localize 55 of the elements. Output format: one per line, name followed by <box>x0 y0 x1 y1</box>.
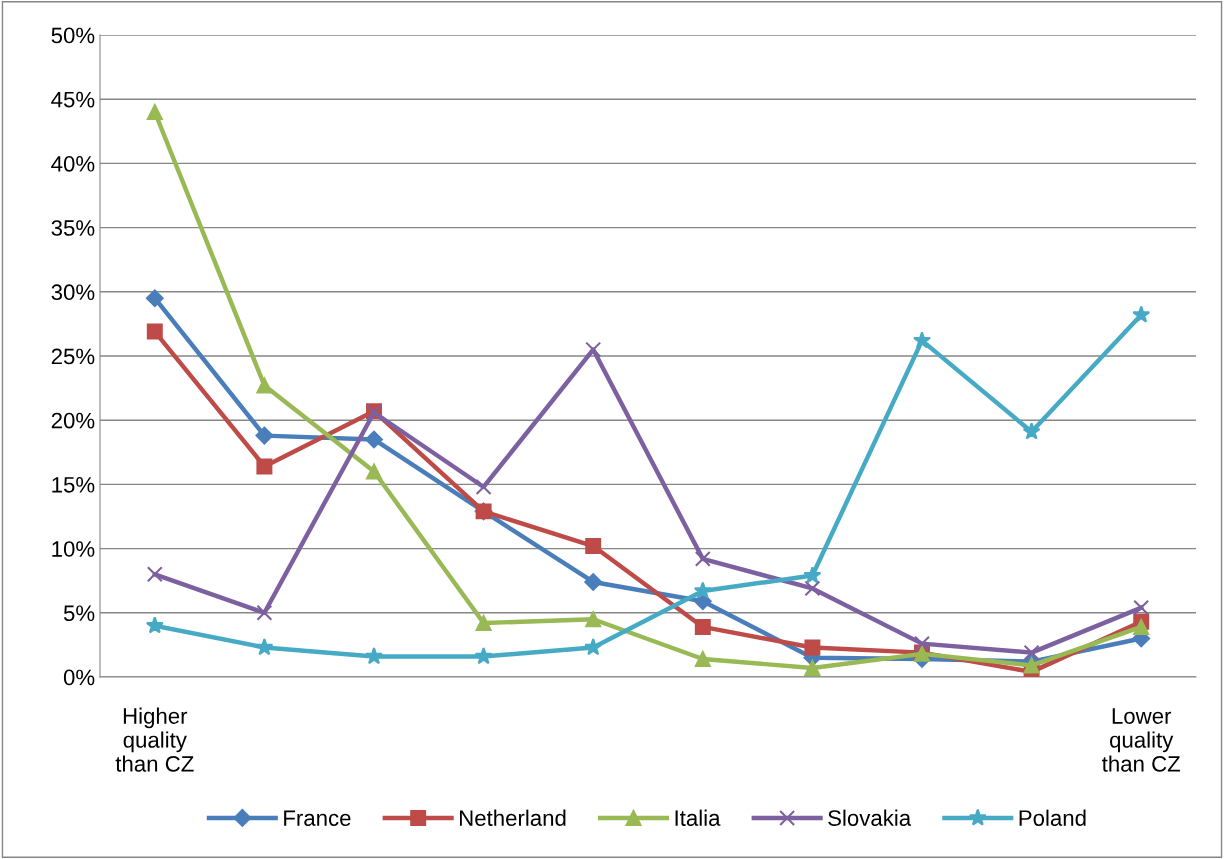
point <box>255 638 274 656</box>
point <box>914 635 930 652</box>
point <box>803 566 822 584</box>
legend-label: Italia <box>675 809 721 826</box>
point <box>146 104 163 121</box>
y-tick-label: 0% <box>63 669 95 686</box>
point <box>584 573 603 591</box>
point <box>694 550 711 567</box>
point <box>366 463 382 480</box>
point <box>475 478 492 495</box>
point <box>694 651 711 668</box>
point <box>365 430 383 449</box>
y-tick-label: 30% <box>51 284 95 301</box>
x-tick-label: Lower quality than CZ <box>1102 708 1181 772</box>
y-tick-label: 15% <box>52 477 95 493</box>
point <box>585 611 602 628</box>
point <box>256 458 273 475</box>
point <box>256 377 273 394</box>
point <box>475 615 492 632</box>
legend-label: Slovakia <box>828 809 912 826</box>
point <box>804 639 821 656</box>
point <box>145 289 164 308</box>
y-tick-label: 10% <box>52 541 95 557</box>
point <box>145 616 164 634</box>
point <box>693 581 712 599</box>
y-tick-label: 50% <box>51 27 95 44</box>
point <box>694 618 711 635</box>
point <box>804 580 821 597</box>
y-tick-label: 20% <box>51 412 95 429</box>
y-tick-label: 45% <box>51 91 95 108</box>
point <box>1132 305 1151 323</box>
y-tick-label: 35% <box>51 220 95 236</box>
point <box>474 647 493 665</box>
y-tick-label: 5% <box>63 605 95 622</box>
point <box>585 341 602 358</box>
point <box>584 638 603 656</box>
x-tick-label: Higher quality than CZ <box>115 707 194 772</box>
legend-label: France <box>284 810 351 826</box>
y-tick-label: 25% <box>51 348 95 365</box>
legend-label: Poland <box>1019 809 1086 826</box>
point <box>1133 618 1150 635</box>
point <box>1022 422 1041 440</box>
point <box>1133 599 1150 616</box>
point <box>146 566 163 583</box>
point <box>255 426 274 445</box>
point <box>804 660 821 676</box>
point <box>146 323 163 340</box>
point <box>913 331 931 349</box>
point <box>585 538 602 555</box>
point <box>1023 644 1040 661</box>
point <box>365 647 383 665</box>
y-tick-label: 40% <box>51 155 95 172</box>
point <box>1023 657 1040 674</box>
point <box>256 604 273 621</box>
legend-label: Netherland <box>459 809 566 826</box>
